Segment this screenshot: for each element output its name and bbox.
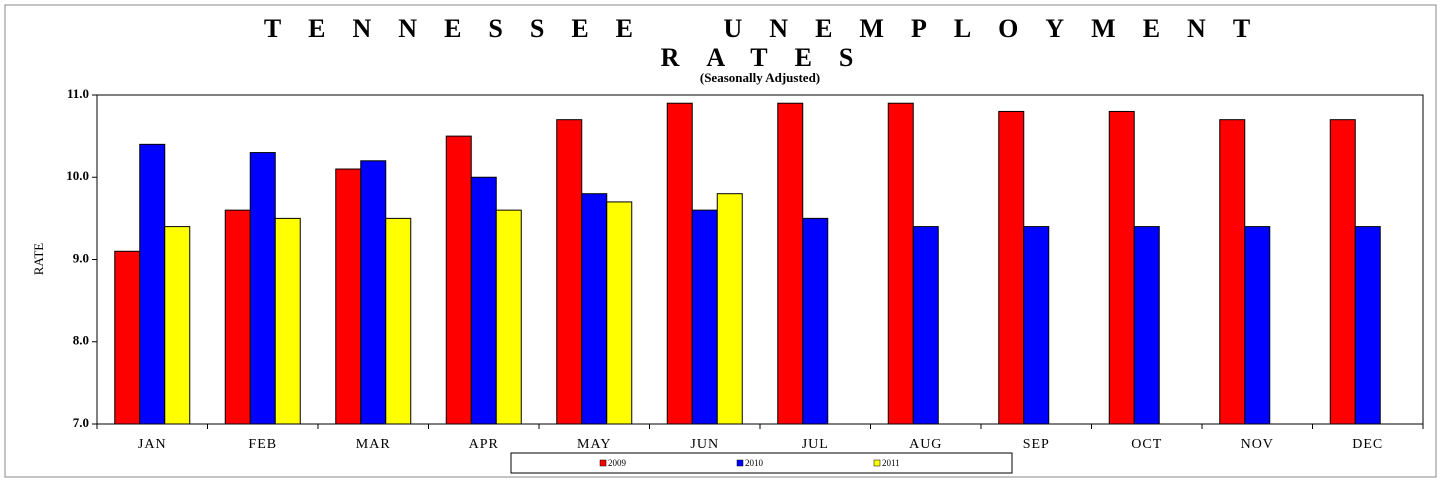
legend-box: [510, 452, 1013, 474]
y-tick-label: 8.0: [73, 333, 89, 348]
y-tick-label: 10.0: [66, 168, 89, 183]
bar: [139, 143, 166, 425]
bar: [998, 110, 1025, 425]
x-tick-label: DEC: [1352, 437, 1383, 452]
legend-swatch: [599, 459, 607, 467]
x-tick-label: JUN: [690, 437, 719, 452]
bar: [912, 226, 939, 425]
bar: [691, 209, 718, 425]
y-tick-label: 11.0: [67, 86, 89, 101]
bar: [1023, 226, 1050, 425]
bar: [606, 201, 633, 425]
x-tick-label: JUL: [802, 437, 829, 452]
bar: [1244, 226, 1271, 425]
bar: [777, 102, 804, 425]
bar: [1108, 110, 1135, 425]
bar: [470, 176, 497, 425]
y-tick-label: 9.0: [73, 250, 89, 265]
x-tick-label: AUG: [909, 437, 942, 452]
x-tick-label: NOV: [1241, 437, 1274, 452]
x-tick-label: FEB: [248, 437, 277, 452]
bar: [581, 193, 608, 425]
x-tick-label: MAR: [356, 437, 391, 452]
x-tick-label: SEP: [1023, 437, 1050, 452]
bar: [1354, 226, 1381, 425]
bar: [445, 135, 472, 425]
chart-subtitle: (Seasonally Adjusted): [700, 70, 820, 85]
bar: [224, 209, 251, 425]
chart-frame: [4, 4, 1437, 478]
bar: [164, 226, 191, 425]
bar: [274, 217, 301, 425]
bar: [249, 152, 276, 425]
legend-label: 2009: [608, 458, 627, 468]
x-tick-label: JAN: [138, 437, 167, 452]
chart-title: TENNESSEE UNEMPLOYMENT RATES: [263, 14, 1278, 72]
legend-swatch: [873, 459, 881, 467]
y-tick-label: 7.0: [73, 415, 89, 430]
bar: [1329, 119, 1356, 425]
x-tick-label: APR: [469, 437, 499, 452]
x-tick-label: MAY: [577, 437, 611, 452]
bar: [887, 102, 914, 425]
bar: [716, 193, 743, 425]
bar: [1133, 226, 1160, 425]
bar: [114, 250, 141, 425]
legend-label: 2010: [745, 458, 764, 468]
bar: [1219, 119, 1246, 425]
bar: [495, 209, 522, 425]
x-tick-label: OCT: [1131, 437, 1162, 452]
legend-label: 2011: [882, 458, 900, 468]
bar: [360, 160, 387, 425]
bar: [556, 119, 583, 425]
bar: [666, 102, 693, 425]
y-axis-label: RATE: [31, 243, 46, 276]
legend-swatch: [736, 459, 744, 467]
bar: [335, 168, 362, 425]
bar: [802, 217, 829, 425]
bar: [385, 217, 412, 425]
